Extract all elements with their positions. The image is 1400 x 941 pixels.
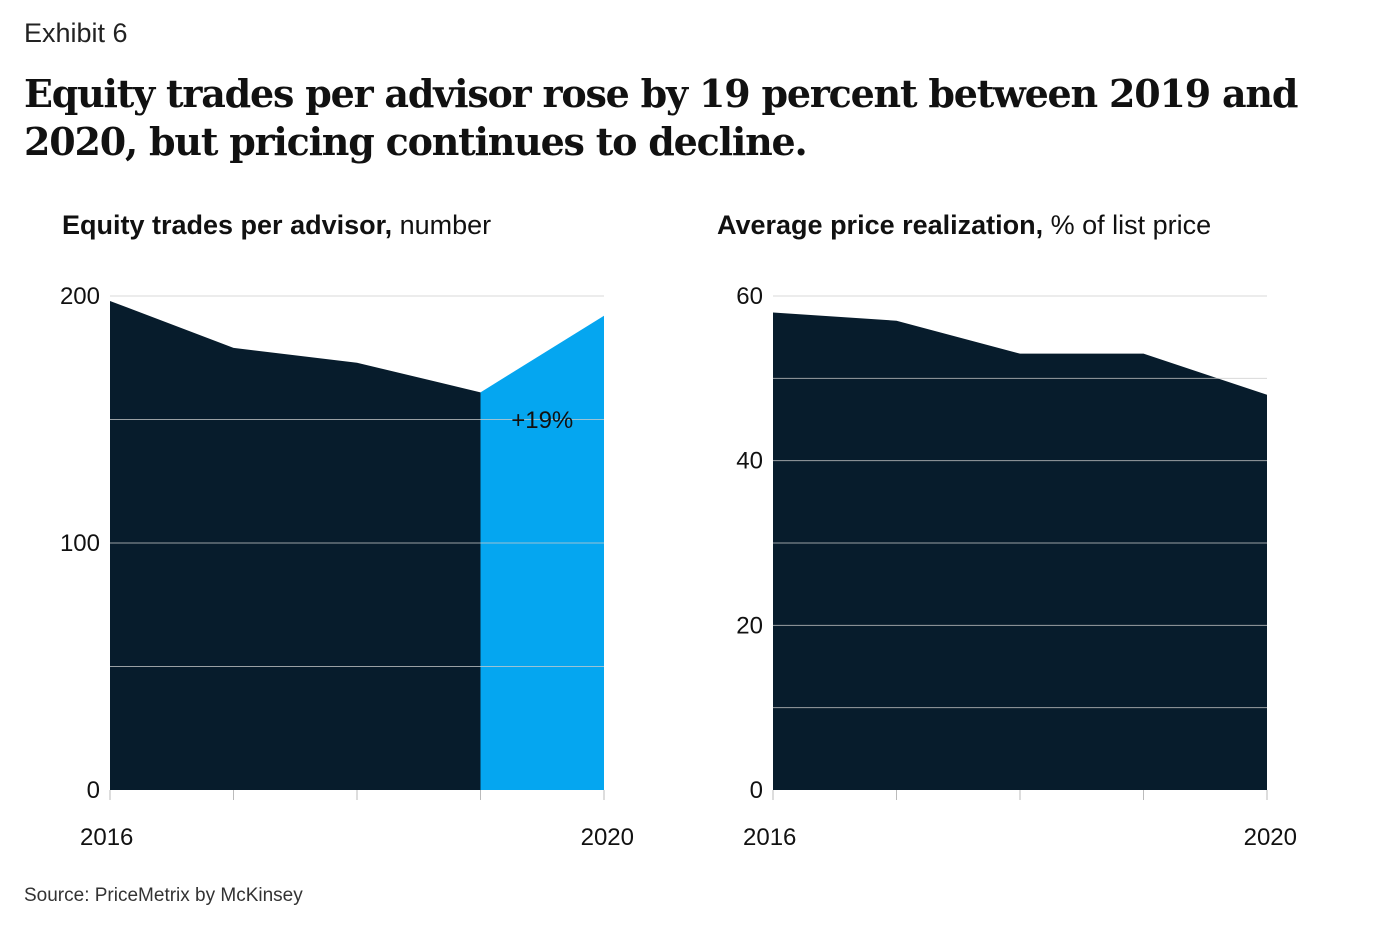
chart-2-x-tick-label: 2020 bbox=[1244, 824, 1297, 851]
chart-2-title: Average price realization, % of list pri… bbox=[717, 210, 1211, 241]
chart-2-title-bold: Average price realization, bbox=[717, 210, 1044, 240]
chart-2-x-tick-label: 2016 bbox=[743, 824, 796, 851]
chart-2-title-unit: % of list price bbox=[1043, 210, 1212, 240]
chart-1-x-tick-label: 2016 bbox=[80, 824, 133, 851]
chart-1-area bbox=[110, 300, 481, 790]
chart-2-y-tick-label: 60 bbox=[736, 283, 763, 310]
chart-1-y-tick-label: 100 bbox=[60, 530, 100, 557]
chart-1-y-tick-label: 200 bbox=[60, 283, 100, 310]
chart-1-title-unit: number bbox=[392, 210, 492, 240]
exhibit-label: Exhibit 6 bbox=[24, 18, 128, 48]
chart-1-y-tick-label: 0 bbox=[87, 777, 100, 804]
chart-1-title: Equity trades per advisor, number bbox=[62, 210, 491, 241]
page-title: Equity trades per advisor rose by 19 per… bbox=[24, 71, 1298, 164]
chart-2-y-tick-label: 20 bbox=[736, 612, 763, 639]
chart-1-change-label: +19% bbox=[511, 407, 573, 434]
chart-1-highlight-area bbox=[480, 315, 604, 790]
chart-1-x-tick-label: 2020 bbox=[581, 824, 634, 851]
chart-1-title-bold: Equity trades per advisor, bbox=[62, 210, 393, 240]
source-note: Source: PriceMetrix by McKinsey bbox=[24, 885, 303, 906]
chart-2-area bbox=[773, 312, 1267, 790]
chart-2-y-tick-label: 40 bbox=[736, 448, 763, 475]
chart-2-y-tick-label: 0 bbox=[750, 777, 763, 804]
